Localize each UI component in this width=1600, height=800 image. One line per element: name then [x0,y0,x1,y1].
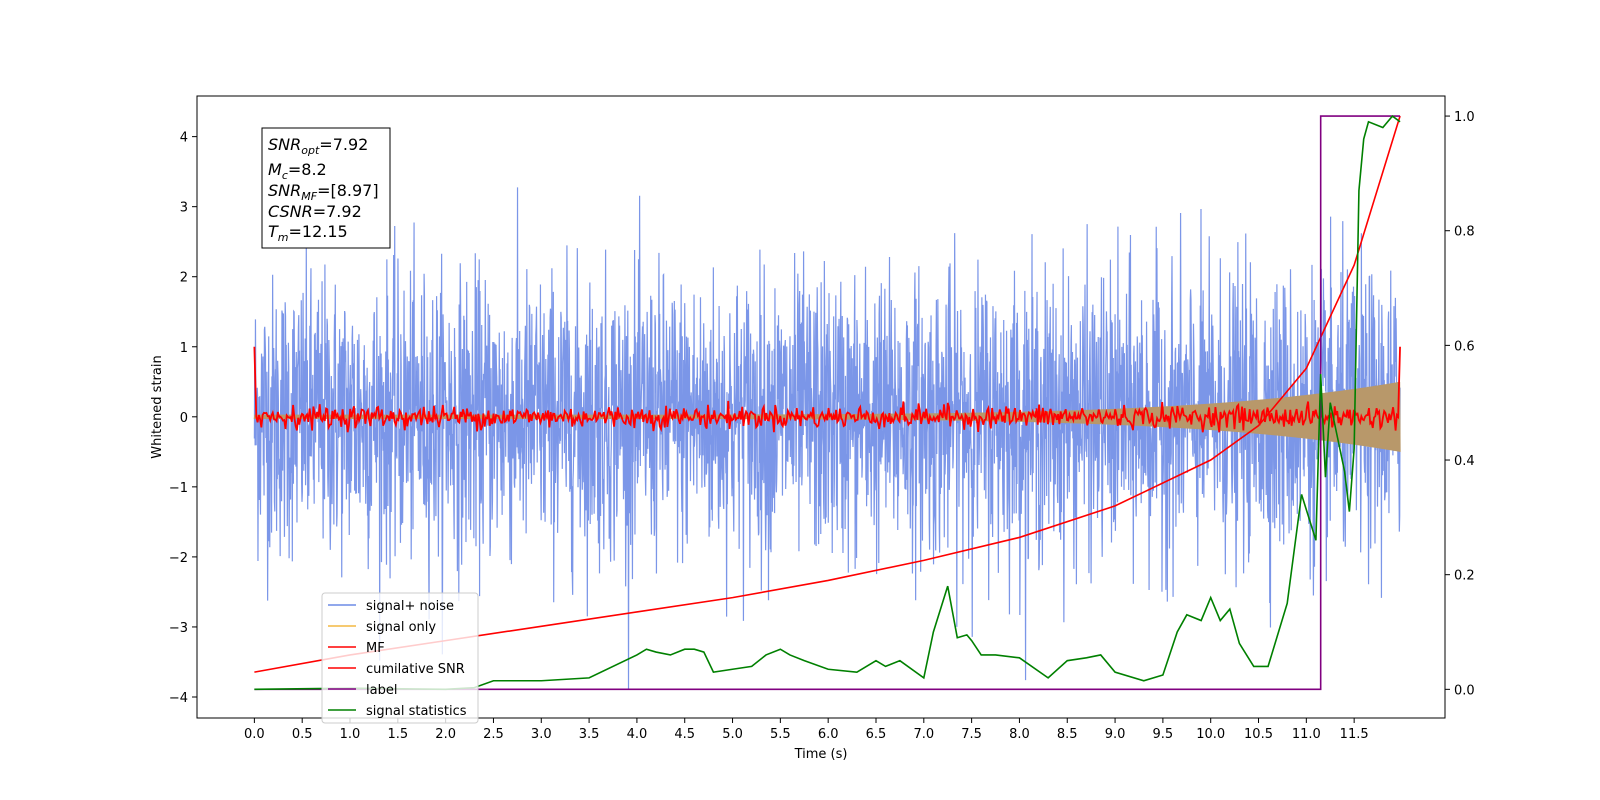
x-tick-label-15: 7.5 [961,727,982,742]
x-tick-label-21: 10.5 [1244,727,1273,742]
y-tick-label-7: 3 [180,201,188,216]
x-tick-label-13: 6.5 [866,727,887,742]
y2-tick-label-0: 0.0 [1454,683,1475,698]
x-tick-label-0: 0.0 [244,727,265,742]
x-tick-label-1: 0.5 [292,727,313,742]
y2-tick-label-5: 1.0 [1454,110,1475,125]
legend-label-signal-noise: signal+ noise [366,599,454,614]
legend-label-signal-only: signal only [366,620,436,635]
series-signal-noise [253,187,1401,690]
series-label [254,115,1401,691]
y-tick-label-2: −2 [169,551,188,566]
annotation-snr-mf: SNRMF=[8.97] [268,181,379,203]
y-axis-label: Whitened strain [150,355,165,458]
y-tick-label-4: 0 [180,411,188,426]
legend-label-label: label [366,683,397,698]
x-tick-label-8: 4.0 [627,727,648,742]
annotation-tm: Tm=12.15 [268,222,348,244]
x-tick-label-2: 1.0 [340,727,361,742]
series-signal-statistics [254,114,1401,691]
y-tick-label-3: −1 [169,481,188,496]
x-tick-label-17: 8.5 [1057,727,1078,742]
x-axis: 0.0 0.5 1.0 1.5 2.0 2.5 3.0 3.5 4.0 4.5 5.0 5.5 6.0 6… [244,718,1369,742]
legend: signal+ noise signal only MF cumilative … [321,592,479,724]
x-tick-label-16: 8.0 [1009,727,1030,742]
legend-frame [321,592,479,724]
x-tick-label-22: 11.0 [1292,727,1321,742]
y2-tick-label-3: 0.6 [1454,339,1475,354]
x-tick-label-14: 7.0 [913,727,934,742]
y-axis-left: −4 −3 −2 −1 0 1 2 3 4 [169,131,197,706]
x-tick-label-12: 6.0 [818,727,839,742]
x-tick-label-9: 4.5 [674,727,695,742]
legend-label-mf: MF [366,641,385,656]
series-mf [253,346,1401,433]
y-tick-label-1: −3 [169,621,188,636]
annotation-csnr: CSNR=7.92 [268,202,362,221]
y-tick-label-0: −4 [169,691,188,706]
y-tick-label-5: 1 [180,341,188,356]
x-tick-label-3: 1.5 [387,727,408,742]
y-axis-right: 0.0 0.2 0.4 0.6 0.8 1.0 [1445,110,1475,698]
y2-tick-label-1: 0.2 [1454,569,1475,584]
y-tick-label-6: 2 [180,271,188,286]
legend-label-signal-statistics: signal statistics [366,704,467,719]
y2-tick-label-2: 0.4 [1454,454,1475,469]
plot-frame [196,95,1446,719]
x-tick-label-5: 2.5 [483,727,504,742]
annotation-frame [261,127,391,249]
y-tick-label-8: 4 [180,131,188,146]
annotation-mc: Mc=8.2 [268,160,327,182]
x-tick-label-6: 3.0 [531,727,552,742]
x-tick-label-7: 3.5 [579,727,600,742]
x-tick-label-4: 2.0 [435,727,456,742]
x-tick-label-20: 10.0 [1196,727,1225,742]
x-tick-label-10: 5.0 [722,727,743,742]
x-tick-label-18: 9.0 [1105,727,1126,742]
legend-label-cumulative-snr: cumilative SNR [366,662,465,677]
annotation-box: SNRopt=7.92 Mc=8.2 SNRMF=[8.97] CSNR=7.9… [261,127,391,249]
x-axis-label: Time (s) [794,747,848,762]
x-tick-label-23: 11.5 [1340,727,1369,742]
x-tick-label-19: 9.5 [1153,727,1174,742]
annotation-snr-opt: SNRopt=7.92 [268,135,368,157]
y2-tick-label-4: 0.8 [1454,225,1475,240]
x-tick-label-11: 5.5 [770,727,791,742]
